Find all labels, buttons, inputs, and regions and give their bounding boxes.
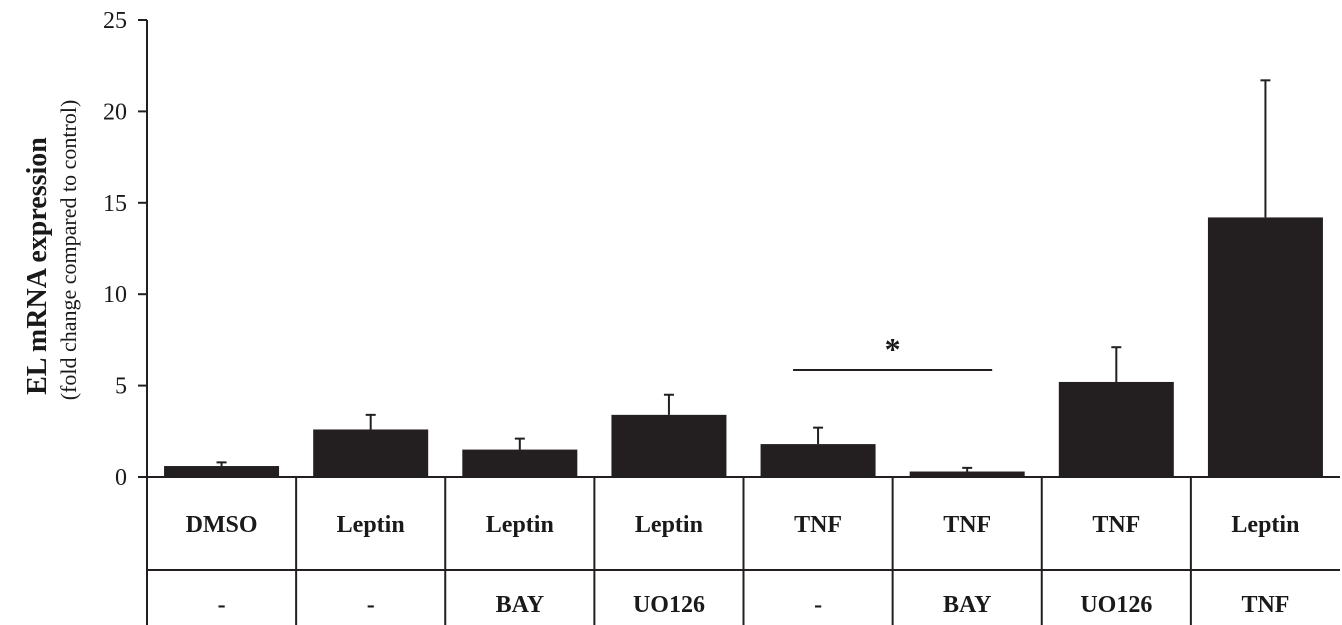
category-label: UO126 — [633, 592, 705, 618]
bars — [164, 217, 1323, 477]
category-label: Leptin — [486, 512, 554, 538]
y-tick-label: 20 — [103, 99, 127, 125]
y-axis-sublabel: (fold change compared to control) — [56, 100, 81, 401]
category-label: - — [814, 592, 822, 618]
category-label: TNF — [943, 512, 991, 538]
bar — [909, 471, 1025, 477]
error-bars — [216, 79, 1271, 472]
significance-marker: * — [793, 331, 993, 371]
category-label: Leptin — [1231, 512, 1299, 538]
y-tick-label: 15 — [103, 191, 127, 217]
bar — [313, 429, 429, 477]
bar — [462, 449, 578, 477]
significance-label: * — [885, 331, 901, 367]
y-axis-label: EL mRNA expression — [22, 137, 53, 395]
bar — [611, 414, 727, 477]
category-label: TNF — [1092, 512, 1140, 538]
category-label: TNF — [1241, 592, 1289, 618]
category-label: UO126 — [1080, 592, 1152, 618]
y-tick-label: 0 — [115, 465, 127, 491]
category-labels: DMSO Leptin Leptin Leptin TNF TNF TNF Leptin - - B… — [186, 512, 1300, 618]
category-label: TNF — [794, 512, 842, 538]
category-label: BAY — [496, 592, 544, 618]
bar — [760, 444, 876, 477]
y-axis-label-group: EL mRNA expression (fold change compared… — [22, 100, 81, 401]
category-label: - — [218, 592, 226, 618]
y-ticks: 0 5 10 15 20 25 — [103, 8, 147, 491]
category-label: Leptin — [337, 512, 405, 538]
axes — [146, 20, 1340, 625]
bar — [1058, 381, 1174, 477]
category-label: DMSO — [186, 512, 258, 538]
category-label: Leptin — [635, 512, 703, 538]
y-tick-label: 25 — [103, 8, 127, 34]
category-label: - — [367, 592, 375, 618]
category-label: BAY — [943, 592, 991, 618]
y-tick-label: 10 — [103, 282, 127, 308]
bar — [164, 466, 280, 477]
bar — [1207, 217, 1323, 477]
y-tick-label: 5 — [115, 374, 127, 400]
